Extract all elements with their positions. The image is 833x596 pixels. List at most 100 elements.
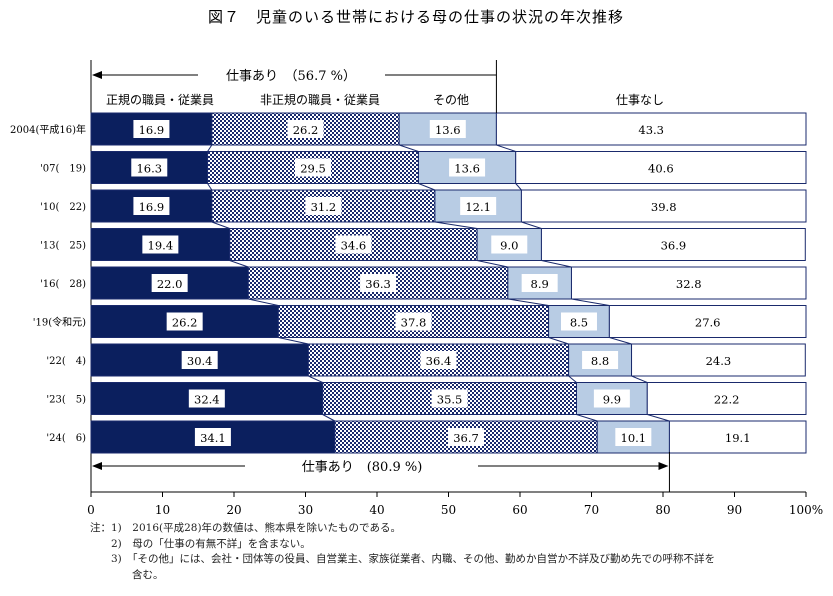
- data-label-bg: [142, 235, 179, 254]
- data-label: 10.1: [621, 431, 647, 445]
- note-3: 3) 「その他」には、会社・団体等の役員、自営業主、家族従業者、内職、その他、勤…: [90, 553, 716, 565]
- data-label: 26.2: [172, 316, 198, 330]
- data-label: 22.0: [157, 277, 183, 291]
- connector-line: [248, 298, 279, 306]
- connector-line: [609, 337, 632, 345]
- data-label: 36.3: [365, 277, 391, 291]
- connector-line: [631, 375, 648, 383]
- x-tick-label: 10: [155, 503, 170, 517]
- data-label: 31.2: [311, 200, 337, 214]
- bar-segment: [520, 189, 807, 223]
- connector-line: [207, 144, 213, 152]
- data-label: 37.8: [401, 316, 427, 330]
- bar-segment: [515, 151, 807, 184]
- connector-line: [211, 221, 230, 229]
- connector-line: [399, 144, 419, 152]
- connector-line: [548, 337, 569, 345]
- data-label-bg: [188, 389, 225, 408]
- data-label-bg: [449, 158, 486, 177]
- data-label-bg: [431, 389, 468, 408]
- data-label: 9.0: [500, 239, 518, 253]
- note-1: 注：1) 2016(平成28)年の数値は、熊本県を除いたものである。: [90, 522, 401, 534]
- bar-segment: [417, 151, 517, 184]
- data-label: 36.4: [426, 354, 452, 368]
- connector-line: [434, 221, 478, 229]
- connector-line: [229, 260, 249, 268]
- connector-line: [521, 221, 542, 229]
- connector-line: [571, 298, 610, 306]
- chart-title: 図７ 児童のいる世帯における母の仕事の状況の年次推移: [208, 8, 624, 26]
- data-label-bg: [166, 312, 203, 331]
- data-label-bg: [194, 428, 231, 446]
- note-2: 2) 母の「仕事の有無不詳」を含まない。: [90, 537, 311, 550]
- category-label: 2004(平成16)年: [10, 123, 86, 136]
- data-label: 26.2: [293, 123, 319, 137]
- data-label: 30.4: [187, 354, 213, 368]
- data-label-bg: [395, 312, 432, 331]
- data-label-bg: [429, 120, 466, 138]
- category-label: '07( 19): [40, 164, 86, 175]
- x-tick-label: 80: [655, 503, 670, 517]
- data-label: 35.5: [437, 393, 463, 407]
- category-label: '24( 6): [46, 433, 86, 444]
- bar-segment: [540, 228, 806, 261]
- category-label: '22( 4): [46, 356, 86, 367]
- data-label-bg: [593, 389, 630, 408]
- data-label: 19.1: [725, 431, 751, 445]
- data-label: 8.9: [531, 277, 549, 291]
- category-label: '19(令和元): [33, 316, 86, 329]
- bar-segment: [570, 266, 807, 300]
- data-label: 16.9: [139, 200, 165, 214]
- data-label-bg: [582, 351, 619, 369]
- connector-line: [541, 260, 572, 268]
- data-label: 32.8: [676, 277, 702, 291]
- legend-label: 非正規の職員・従業員: [260, 92, 380, 107]
- data-label: 36.9: [661, 239, 687, 253]
- data-label: 24.3: [706, 354, 732, 368]
- data-label-bg: [131, 158, 168, 177]
- data-label: 29.5: [300, 162, 326, 176]
- bar-segment: [608, 305, 807, 338]
- bar-segment: [631, 343, 806, 377]
- connector-line: [308, 375, 323, 383]
- data-label-bg: [151, 274, 188, 292]
- data-label-bg: [491, 235, 528, 254]
- annotation-label: 仕事あり （56.7 %）: [226, 69, 356, 84]
- data-label: 19.4: [148, 239, 174, 253]
- data-label: 16.9: [139, 123, 165, 137]
- note-3-cont: 含む。: [90, 568, 164, 581]
- data-label-bg: [420, 351, 457, 369]
- category-label: '23( 5): [46, 395, 86, 406]
- x-tick-label: 100%: [789, 503, 823, 517]
- data-label-bg: [460, 197, 497, 215]
- connector-line: [647, 414, 670, 422]
- data-label-bg: [615, 428, 652, 446]
- data-label: 39.8: [651, 200, 677, 214]
- connector-line: [576, 414, 598, 422]
- data-label: 13.6: [454, 162, 480, 176]
- data-label-bg: [181, 351, 218, 369]
- connector-line: [476, 260, 508, 268]
- connector-line: [418, 183, 436, 191]
- bar-segment: [668, 420, 807, 454]
- connector-line: [278, 337, 309, 345]
- data-label: 27.6: [695, 316, 721, 330]
- data-label: 13.6: [435, 123, 461, 137]
- data-label: 9.9: [603, 393, 621, 407]
- data-label: 32.4: [194, 393, 220, 407]
- data-label-bg: [448, 428, 485, 446]
- category-label: '16( 28): [40, 279, 86, 290]
- bar-segment: [575, 382, 648, 415]
- data-label: 34.6: [341, 239, 367, 253]
- bar-segment: [548, 305, 610, 338]
- bar-segment: [495, 112, 807, 146]
- data-label: 8.8: [591, 354, 609, 368]
- data-label-bg: [133, 197, 170, 215]
- data-label: 34.1: [200, 431, 226, 445]
- connector-line: [322, 414, 336, 422]
- legend-label: その他: [433, 93, 469, 107]
- data-label-bg: [335, 235, 372, 254]
- bar-segment: [646, 382, 807, 415]
